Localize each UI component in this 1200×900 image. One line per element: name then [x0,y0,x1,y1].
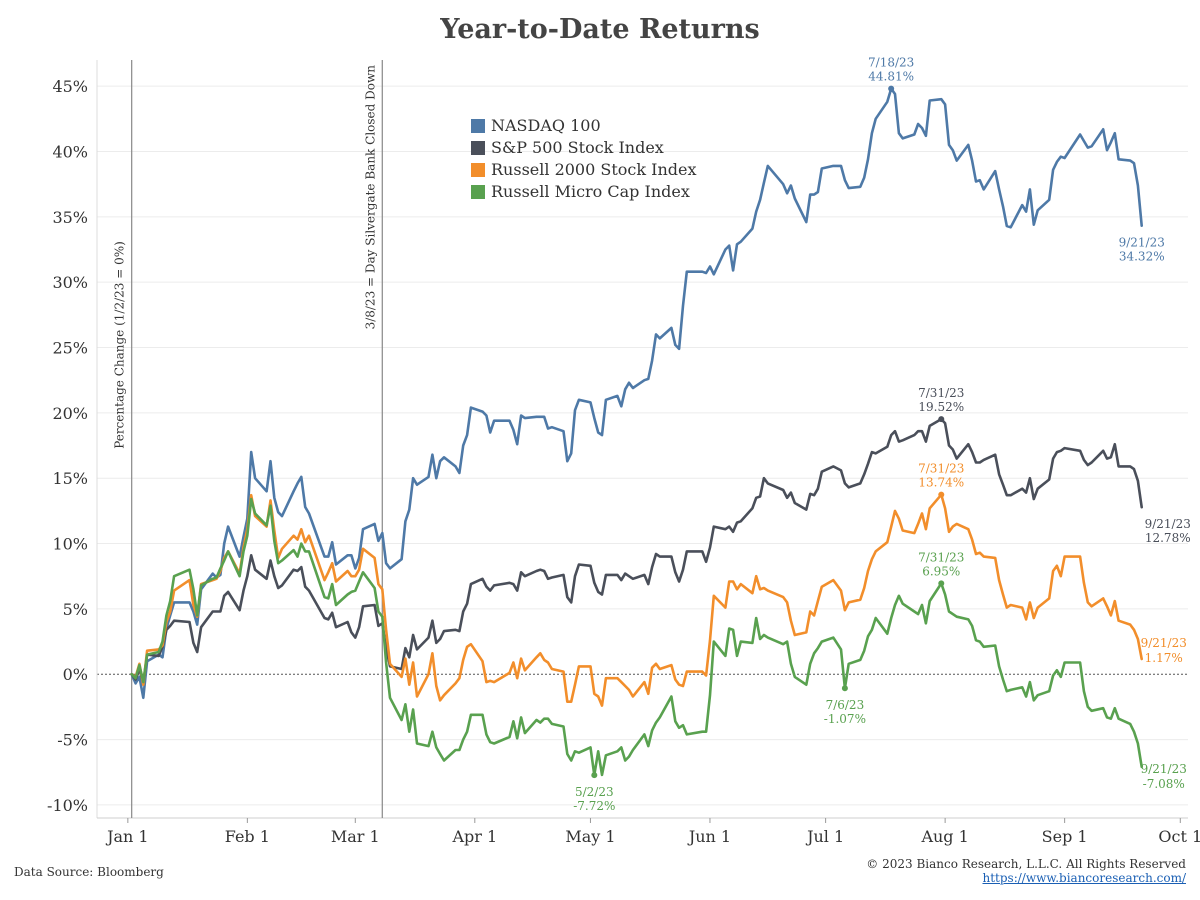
y-tick-label: 0% [63,665,88,684]
copyright-note: © 2023 Bianco Research, L.L.C. All Right… [866,857,1186,871]
legend-swatch [471,141,485,155]
website-link[interactable]: https://www.biancoresearch.com/ [982,871,1186,885]
x-tick-label: Aug 1 [920,827,968,846]
y-tick-label: -10% [47,796,88,815]
annotations: 7/18/2344.81%9/21/2334.32%7/31/2319.52%9… [573,56,1191,814]
annotation-date: 9/21/23 [1141,762,1187,776]
annotation-value: 6.95% [922,564,960,578]
annotation-marker [938,416,945,423]
x-tick-label: Sep 1 [1042,827,1088,846]
legend-label: Russell 2000 Stock Index [491,160,697,179]
annotation-value: 34.32% [1119,250,1165,264]
annotation-value: 12.78% [1145,531,1191,545]
legend: NASDAQ 100 S&P 500 Stock Index Russell 200… [471,116,697,201]
x-tick-label: Oct 1 [1158,827,1200,846]
annotation-date: 7/31/23 [918,550,964,564]
series-line [130,87,1143,700]
series-line [130,493,1143,707]
annotation-marker [841,685,848,692]
legend-swatch [471,119,485,133]
annotation-marker [591,772,598,779]
y-tick-label: 45% [52,77,88,96]
annotation-date: 5/2/23 [575,785,614,799]
x-axis: Jan 1 Feb 1 Mar 1 Apr 1 May 1 Jun 1 Jul 1 Aug 1… [105,818,1200,846]
y-tick-label: 40% [52,142,88,161]
x-tick-label: Jun 1 [687,827,731,846]
annotation-value: -7.72% [573,799,615,813]
series-lines [130,87,1143,777]
annotation-date: 7/18/23 [868,56,914,70]
annotation-value: -1.07% [824,712,866,726]
annotation-marker [938,491,945,498]
chart-title: Year-to-Date Returns [440,14,760,45]
annotation-value: 44.81% [868,70,914,84]
annotation-date: 9/21/23 [1119,236,1165,250]
legend-label: Russell Micro Cap Index [491,182,690,201]
annotation-date: 9/21/23 [1145,517,1191,531]
x-tick-label: Jan 1 [105,827,149,846]
series-line [130,417,1143,685]
annotation-date: 9/21/23 [1141,636,1187,650]
y-tick-label: 25% [52,339,88,358]
legend-swatch [471,163,485,177]
annotation-value: 1.17% [1145,651,1183,665]
annotation-date: 7/6/23 [826,698,865,712]
event-lines: Percentage Change (1/2/23 = 0%) 3/8/23 = … [113,60,383,818]
annotation-value: -7.08% [1143,777,1185,791]
legend-swatch [471,185,485,199]
annotation-date: 7/31/23 [918,462,964,476]
legend-label: NASDAQ 100 [491,116,601,135]
y-tick-label: 30% [52,273,88,292]
annotation-marker [888,85,895,92]
annotation-marker [938,580,945,587]
y-tick-label: 35% [52,208,88,227]
y-tick-label: 10% [52,535,88,554]
y-tick-label: -5% [57,731,88,750]
y-tick-label: 15% [52,469,88,488]
annotation-value: 19.52% [918,400,964,414]
legend-label: S&P 500 Stock Index [491,138,664,157]
x-tick-label: Feb 1 [225,827,270,846]
event-line-label: Percentage Change (1/2/23 = 0%) [113,241,127,449]
event-line-label: 3/8/23 = Day Silvergate Bank Closed Down [363,65,377,330]
annotation-date: 7/31/23 [918,386,964,400]
x-tick-label: May 1 [565,827,615,846]
y-axis: -10% -5% 0% 5% 10% 15% 20% 25% 30% 35% 40% 45% [47,77,88,815]
y-tick-label: 20% [52,404,88,423]
data-source-note: Data Source: Bloomberg [14,865,164,879]
x-tick-label: Mar 1 [331,827,380,846]
series-line [130,497,1143,777]
x-tick-label: Jul 1 [805,827,844,846]
annotation-value: 13.74% [918,476,964,490]
x-tick-label: Apr 1 [451,827,497,846]
y-tick-label: 5% [63,600,88,619]
